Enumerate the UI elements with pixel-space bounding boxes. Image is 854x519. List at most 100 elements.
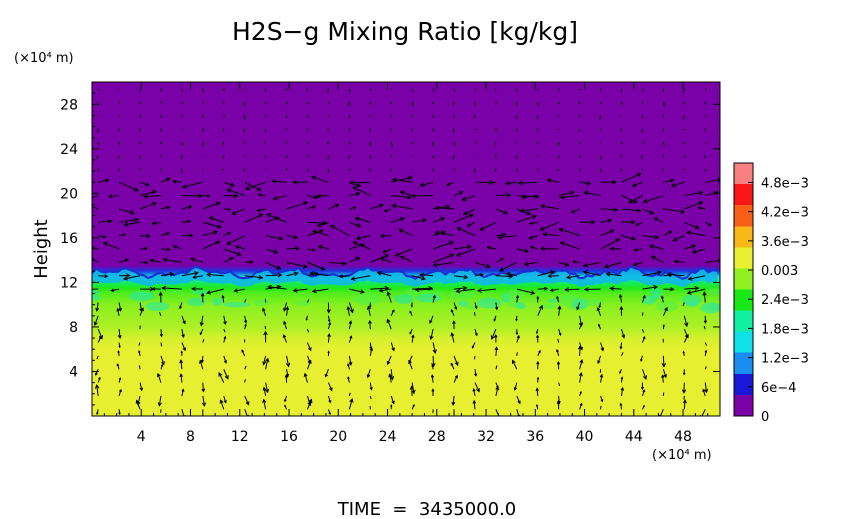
wind-vector — [653, 217, 664, 223]
x-tick-label: 48 — [674, 429, 692, 445]
wind-vector — [640, 355, 643, 362]
wind-vector — [523, 261, 538, 267]
wind-vector — [379, 233, 392, 238]
mixing-blob — [656, 300, 678, 313]
wind-vector — [179, 359, 184, 370]
mixing-blob — [448, 289, 475, 300]
wind-vector — [660, 295, 664, 303]
wind-vector — [411, 141, 414, 145]
mixing-blob — [187, 297, 206, 307]
wind-vector — [181, 315, 186, 325]
wind-vector — [223, 193, 239, 199]
wind-vector — [241, 349, 246, 357]
wind-vector — [453, 88, 456, 92]
wind-vector — [303, 372, 308, 383]
wind-vector — [391, 216, 405, 223]
wind-vector — [202, 221, 222, 229]
wind-vector — [92, 288, 99, 290]
wind-vector — [536, 360, 540, 370]
wind-vector — [390, 168, 392, 172]
wind-vector — [389, 369, 395, 381]
wind-vector — [390, 342, 395, 352]
wind-vector — [488, 181, 496, 185]
wind-vector — [450, 309, 455, 316]
wind-vector — [410, 302, 414, 308]
wind-vector — [557, 395, 561, 405]
wind-vector — [453, 285, 468, 291]
wind-vector — [705, 190, 719, 197]
wind-vector — [579, 390, 582, 397]
wind-vector — [540, 204, 559, 210]
wind-vector — [399, 255, 413, 263]
wind-vector — [96, 155, 99, 160]
wind-vector — [432, 240, 455, 250]
wind-vector — [702, 388, 706, 397]
wind-vector — [370, 253, 390, 263]
wind-vector — [386, 291, 392, 303]
wind-vector — [705, 177, 720, 183]
mixing-blob — [700, 302, 720, 314]
wind-vector — [474, 273, 484, 277]
wind-vector — [284, 374, 289, 383]
wind-vector — [95, 302, 100, 312]
wind-vector — [576, 302, 581, 311]
wind-vector — [244, 365, 247, 370]
colorbar-tick-label: 6e−4 — [761, 381, 796, 396]
wind-vector — [285, 369, 290, 378]
wind-vector — [684, 244, 697, 250]
wind-vector — [620, 386, 625, 397]
x-unit-label: (×10⁴ m) — [652, 448, 712, 463]
wind-vector — [369, 382, 373, 391]
wind-vector — [243, 101, 246, 106]
wind-vector — [621, 219, 636, 225]
wind-vector — [682, 302, 685, 307]
wind-vector — [382, 248, 392, 254]
wind-vector — [542, 232, 559, 237]
wind-vector — [579, 359, 584, 370]
wind-vector — [432, 261, 455, 268]
wind-vector — [161, 285, 182, 291]
wind-vector — [528, 235, 538, 240]
wind-vector — [123, 221, 141, 227]
wind-vector — [535, 329, 539, 335]
wind-vector — [292, 288, 308, 293]
wind-vector — [243, 168, 246, 173]
wind-vector — [598, 302, 602, 309]
wind-vector — [516, 248, 530, 254]
wind-vector — [578, 371, 583, 383]
wind-vector — [662, 306, 668, 317]
wind-vector — [619, 402, 623, 410]
wind-vector — [348, 398, 354, 410]
wind-vector — [223, 395, 227, 404]
wind-vector — [390, 309, 395, 317]
wind-vector — [697, 206, 706, 210]
wind-vector — [621, 172, 642, 183]
wind-vector — [472, 399, 477, 410]
wind-vector — [642, 208, 655, 215]
wind-vector — [687, 275, 706, 281]
wind-vector — [181, 388, 185, 397]
wind-vector — [546, 178, 559, 183]
colorbar-tick-label: 4.8e−3 — [761, 176, 809, 191]
wind-vector — [317, 244, 329, 250]
wind-vector — [662, 324, 665, 330]
wind-vector — [583, 287, 601, 292]
wind-vector — [556, 348, 560, 357]
mixing-blob — [405, 287, 418, 297]
wind-vector — [286, 155, 288, 159]
wind-vector — [223, 231, 231, 237]
wind-vector — [673, 259, 685, 264]
wind-vector — [431, 388, 435, 396]
wind-vector — [490, 328, 497, 340]
y-tick-label: 4 — [69, 364, 78, 380]
wind-vector — [202, 201, 221, 210]
wind-vector — [352, 186, 371, 197]
wind-vector — [453, 302, 458, 311]
wind-vector — [94, 384, 100, 397]
wind-vector — [641, 404, 645, 410]
wind-vector — [139, 382, 144, 392]
wind-vector — [640, 382, 644, 391]
wind-vector — [394, 248, 413, 257]
wind-vector — [180, 350, 183, 356]
wind-vector — [160, 231, 171, 237]
